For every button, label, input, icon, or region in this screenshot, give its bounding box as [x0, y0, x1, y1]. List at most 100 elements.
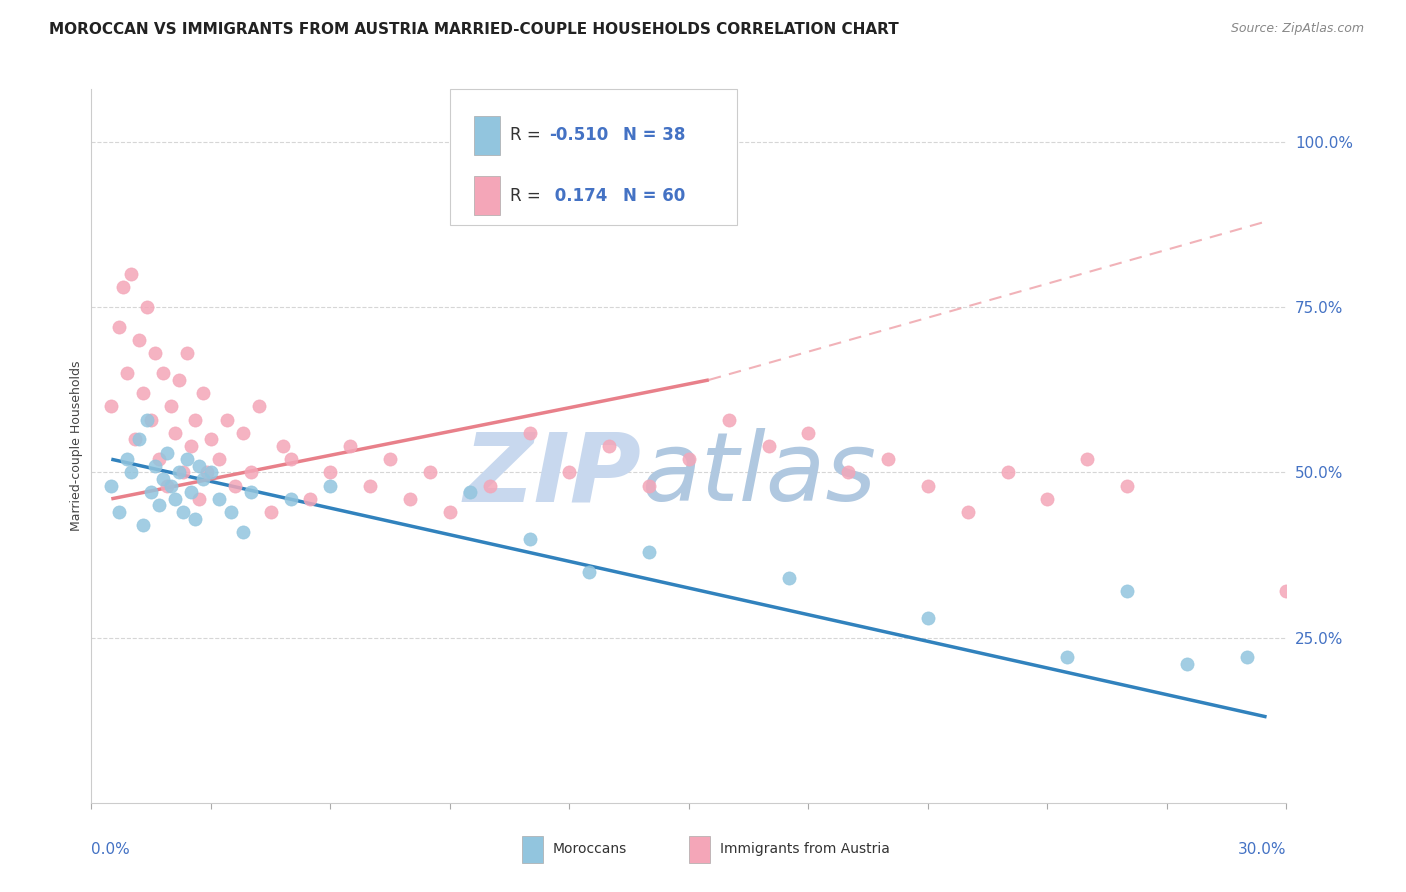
Point — [136, 412, 159, 426]
Point — [956, 505, 979, 519]
Point — [1275, 584, 1298, 599]
Point — [120, 267, 142, 281]
Point — [148, 452, 170, 467]
Point — [100, 400, 122, 414]
Text: Moroccans: Moroccans — [553, 842, 627, 856]
Point — [160, 400, 183, 414]
Point — [128, 333, 150, 347]
Point — [519, 532, 541, 546]
Point — [167, 466, 190, 480]
Point — [319, 466, 342, 480]
Bar — [474, 116, 501, 155]
Point — [215, 412, 238, 426]
Text: -0.510: -0.510 — [550, 126, 609, 145]
Point — [120, 466, 142, 480]
Point — [180, 439, 202, 453]
Point — [239, 485, 262, 500]
Point — [163, 491, 186, 506]
Y-axis label: Married-couple Households: Married-couple Households — [70, 360, 83, 532]
Point — [136, 300, 159, 314]
Point — [1056, 650, 1078, 665]
Text: ZIP: ZIP — [463, 428, 641, 521]
Point — [176, 452, 198, 467]
Point — [319, 478, 342, 492]
Point — [439, 505, 461, 519]
Text: 0.174: 0.174 — [550, 186, 607, 205]
Point — [778, 571, 800, 585]
Text: R =: R = — [510, 126, 546, 145]
Text: atlas: atlas — [641, 428, 876, 521]
Text: Immigrants from Austria: Immigrants from Austria — [720, 842, 890, 856]
Point — [200, 433, 222, 447]
Point — [280, 452, 302, 467]
Bar — [689, 836, 710, 863]
Point — [678, 452, 700, 467]
Point — [112, 280, 135, 294]
Point — [758, 439, 780, 453]
Point — [132, 518, 155, 533]
Point — [152, 472, 174, 486]
Point — [1036, 491, 1059, 506]
Point — [558, 466, 581, 480]
Point — [115, 367, 138, 381]
Point — [208, 491, 231, 506]
Point — [148, 499, 170, 513]
Point — [141, 412, 162, 426]
Point — [108, 320, 131, 334]
Point — [519, 425, 541, 440]
Point — [717, 412, 740, 426]
Point — [132, 386, 155, 401]
Point — [239, 466, 262, 480]
Point — [191, 472, 214, 486]
Point — [299, 491, 322, 506]
Point — [108, 505, 131, 519]
Point — [419, 466, 441, 480]
Point — [797, 425, 820, 440]
Point — [578, 565, 600, 579]
Point — [1236, 650, 1258, 665]
Point — [399, 491, 422, 506]
Point — [917, 478, 939, 492]
Point — [152, 367, 174, 381]
Point — [184, 412, 207, 426]
Text: 30.0%: 30.0% — [1239, 842, 1286, 857]
Point — [359, 478, 381, 492]
Point — [128, 433, 150, 447]
Bar — [474, 177, 501, 216]
Point — [247, 400, 270, 414]
Point — [280, 491, 302, 506]
Point — [167, 373, 190, 387]
Point — [997, 466, 1019, 480]
Point — [172, 505, 194, 519]
Point — [638, 545, 661, 559]
Point — [1116, 478, 1139, 492]
Point — [172, 466, 194, 480]
Bar — [522, 836, 543, 863]
Point — [180, 485, 202, 500]
Point — [208, 452, 231, 467]
Point — [378, 452, 402, 467]
Point — [598, 439, 620, 453]
Point — [160, 478, 183, 492]
Point — [1175, 657, 1198, 671]
Point — [156, 478, 179, 492]
Text: N = 38: N = 38 — [623, 126, 686, 145]
Point — [219, 505, 242, 519]
Point — [478, 478, 501, 492]
Point — [638, 478, 661, 492]
Point — [339, 439, 361, 453]
Point — [163, 425, 186, 440]
Point — [271, 439, 294, 453]
Text: R =: R = — [510, 186, 546, 205]
Point — [195, 466, 218, 480]
FancyBboxPatch shape — [450, 89, 737, 225]
Point — [115, 452, 138, 467]
Point — [184, 511, 207, 525]
Point — [176, 346, 198, 360]
Point — [188, 491, 211, 506]
Point — [232, 425, 254, 440]
Point — [877, 452, 900, 467]
Point — [1076, 452, 1098, 467]
Point — [837, 466, 859, 480]
Point — [143, 346, 166, 360]
